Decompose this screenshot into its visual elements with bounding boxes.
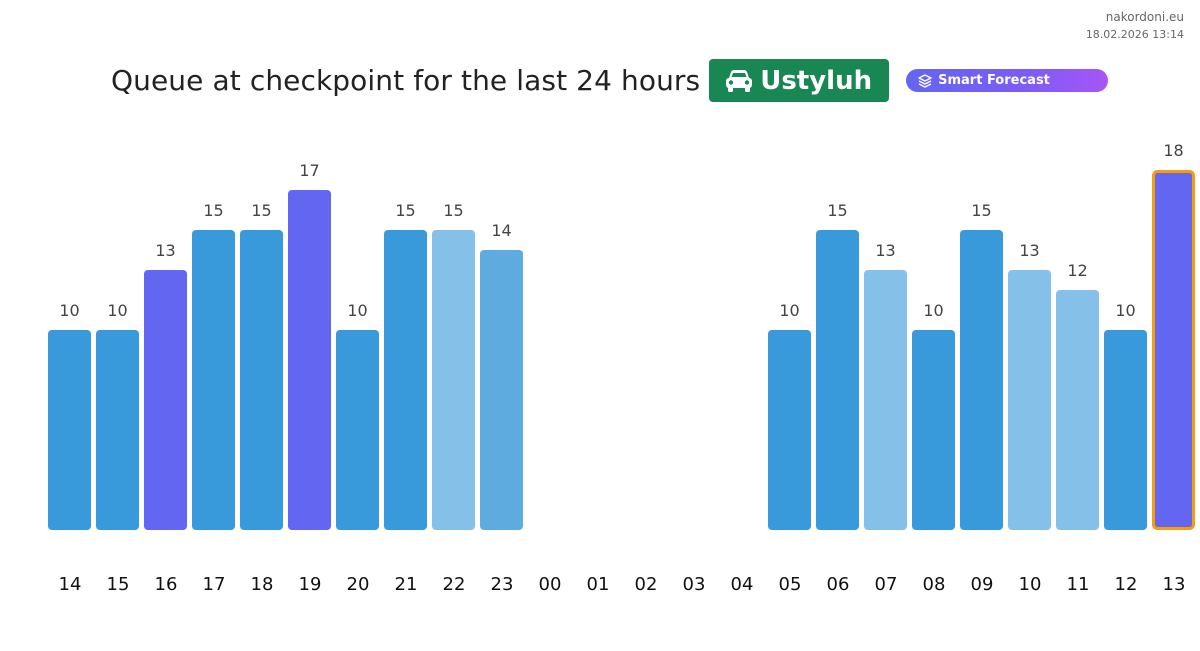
x-tick-label: 02 (635, 574, 658, 595)
checkpoint-name: Ustyluh (760, 65, 873, 96)
bar-value-label: 15 (251, 201, 271, 220)
bar[interactable] (384, 230, 427, 530)
bar[interactable] (912, 330, 955, 530)
x-tick-label: 15 (107, 574, 130, 595)
bar[interactable] (1152, 170, 1195, 530)
car-icon (726, 69, 753, 92)
x-tick-label: 09 (971, 574, 994, 595)
bar[interactable] (768, 330, 811, 530)
bar-value-label: 14 (491, 221, 511, 240)
x-tick-label: 06 (827, 574, 850, 595)
x-axis-ticks: 14 15 16 17 18 19 20 21 22 23 00 01 02 03 04 05 06 07 08 09… (59, 574, 1186, 595)
bar[interactable] (96, 330, 139, 530)
x-tick-label: 00 (539, 574, 562, 595)
bar-value-label: 15 (443, 201, 463, 220)
layers-icon (918, 73, 932, 88)
bars-group (48, 170, 1195, 530)
x-tick-label: 08 (923, 574, 946, 595)
bar[interactable] (864, 270, 907, 530)
x-tick-label: 19 (299, 574, 322, 595)
chart-title: Queue at checkpoint for the last 24 hour… (111, 64, 701, 97)
bar[interactable] (48, 330, 91, 530)
x-tick-label: 05 (779, 574, 802, 595)
site-info: nakordoni.eu 18.02.2026 13:14 (1086, 9, 1184, 43)
site-name: nakordoni.eu (1105, 10, 1184, 24)
x-tick-label: 12 (1115, 574, 1138, 595)
bar-labels-group: 10 10 13 15 15 17 10 15 15 14 10 15 13 10 15 13 12 10 18 (59, 141, 1183, 320)
bar-value-label: 10 (347, 301, 367, 320)
bar-value-label: 17 (299, 161, 319, 180)
bar-value-label: 15 (395, 201, 415, 220)
bar-value-label: 15 (971, 201, 991, 220)
bar[interactable] (192, 230, 235, 530)
x-tick-label: 10 (1019, 574, 1042, 595)
bar-value-label: 18 (1163, 141, 1183, 160)
x-tick-label: 17 (203, 574, 226, 595)
checkpoint-badge: Ustyluh (709, 59, 890, 102)
bar-value-label: 13 (155, 241, 175, 260)
timestamp: 18.02.2026 13:14 (1085, 28, 1184, 41)
smart-forecast-label: Smart Forecast (938, 73, 1050, 88)
bar-value-label: 10 (59, 301, 79, 320)
x-tick-label: 14 (59, 574, 82, 595)
bar[interactable] (960, 230, 1003, 530)
bar-value-label: 15 (827, 201, 847, 220)
x-tick-label: 07 (875, 574, 898, 595)
chart-header: Queue at checkpoint for the last 24 hour… (111, 59, 1108, 102)
bar-value-label: 15 (203, 201, 223, 220)
bar-value-label: 10 (923, 301, 943, 320)
bar-value-label: 10 (107, 301, 127, 320)
bar[interactable] (1104, 330, 1147, 530)
x-tick-label: 13 (1163, 574, 1186, 595)
x-tick-label: 18 (251, 574, 274, 595)
bar-value-label: 13 (1019, 241, 1039, 260)
bar[interactable] (480, 250, 523, 530)
x-tick-label: 01 (587, 574, 610, 595)
smart-forecast-badge[interactable]: Smart Forecast (906, 69, 1108, 92)
x-tick-label: 20 (347, 574, 370, 595)
x-tick-label: 21 (395, 574, 418, 595)
bar[interactable] (336, 330, 379, 530)
x-tick-label: 22 (443, 574, 466, 595)
x-tick-label: 04 (731, 574, 754, 595)
bar-value-label: 10 (779, 301, 799, 320)
bar-value-label: 13 (875, 241, 895, 260)
bar[interactable] (240, 230, 283, 530)
bar-value-label: 12 (1067, 261, 1087, 280)
bar[interactable] (816, 230, 859, 530)
x-tick-label: 16 (155, 574, 178, 595)
bar[interactable] (1008, 270, 1051, 530)
bar[interactable] (1056, 290, 1099, 530)
x-tick-label: 11 (1067, 574, 1090, 595)
x-tick-label: 23 (491, 574, 514, 595)
bar[interactable] (432, 230, 475, 530)
bar[interactable] (288, 190, 331, 530)
x-tick-label: 03 (683, 574, 706, 595)
bar-value-label: 10 (1115, 301, 1135, 320)
bar[interactable] (144, 270, 187, 530)
